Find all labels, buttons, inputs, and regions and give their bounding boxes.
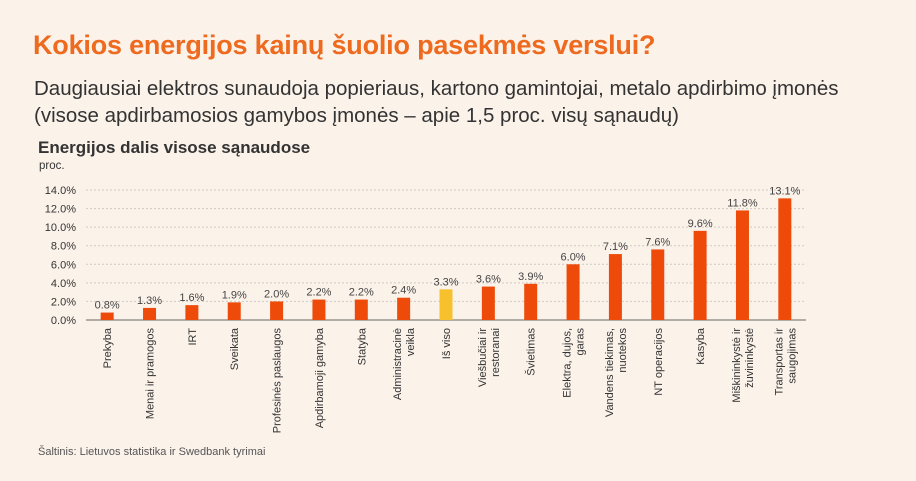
y-tick-label: 2.0% [51,296,76,308]
bar [608,254,622,320]
bar [227,302,241,320]
bar [778,198,792,320]
x-tick-label: Miškininkystė iržuvininkystė [731,328,756,403]
data-label: 1.3% [137,295,162,307]
x-tick-label: Administracinėveikla [392,327,417,400]
bar [693,230,707,320]
y-tick-label: 0.0% [51,315,76,327]
source-note: Šaltinis: Lietuvos statistika ir Swedban… [38,446,266,458]
bar [397,297,411,320]
data-label: 7.6% [645,236,670,248]
bar [185,305,199,320]
data-label: 2.2% [349,287,374,299]
bar [312,299,326,320]
bar [143,307,157,320]
page-title: Kokios energijos kainų šuolio pasekmės v… [33,30,656,60]
data-label: 2.0% [264,288,289,300]
data-label: 3.6% [476,274,501,286]
y-tick-label: 14.0% [45,185,76,197]
page-subtitle: Daugiausiai elektros sunaudoja popieriau… [34,77,839,127]
data-label: 1.9% [222,289,247,301]
x-tick-label: Elektra, dujos,garas [562,328,587,398]
x-tick-label: Sveikata [229,327,241,370]
x-tick-label: Prekyba [102,327,114,368]
data-label: 0.8% [95,300,120,312]
x-tick-label: Iš viso [441,328,453,359]
data-label: 3.9% [518,271,543,283]
y-tick-label: 8.0% [51,241,76,253]
data-label: 13.1% [769,185,800,197]
data-label: 2.2% [306,287,331,299]
data-label: 11.8% [727,197,758,209]
y-tick-label: 10.0% [45,222,76,234]
data-label: 6.0% [561,251,586,263]
x-tick-label: Transportas irsaugojimas [773,328,798,396]
data-label: 2.4% [391,285,416,297]
data-label: 9.6% [688,218,713,230]
bar [735,210,749,320]
bar [524,283,538,320]
bar [354,299,368,320]
x-tick-label: Apdirbamoji gamyba [314,327,326,428]
x-tick-label: Švietimas [525,328,538,376]
x-tick-label: Kasyba [695,327,707,365]
data-label: 7.1% [603,241,628,253]
bar [100,312,114,320]
data-label: 3.3% [433,276,458,288]
x-tick-label: Statyba [356,327,368,365]
y-axis-unit-label: proc. [39,160,65,172]
chart-title: Energijos dalis visose sąnaudose [38,138,311,157]
x-tick-label: Vandens tiekimas,nuotekos [604,328,629,418]
y-tick-label: 6.0% [51,259,76,271]
data-label: 1.6% [179,292,204,304]
bar [481,286,495,320]
y-tick-label: 12.0% [45,204,76,216]
x-tick-label: Menai ir pramogos [145,328,157,420]
bar [651,249,665,320]
x-tick-label: Profesinės paslaugos [272,328,284,434]
y-tick-label: 4.0% [51,278,76,290]
bar [270,301,284,320]
bar [566,264,580,320]
x-tick-label: NT operacijos [653,328,665,396]
bar [439,289,453,320]
x-tick-label: Viešbučiai irrestoranai [477,328,502,387]
x-tick-label: IRT [187,328,199,346]
